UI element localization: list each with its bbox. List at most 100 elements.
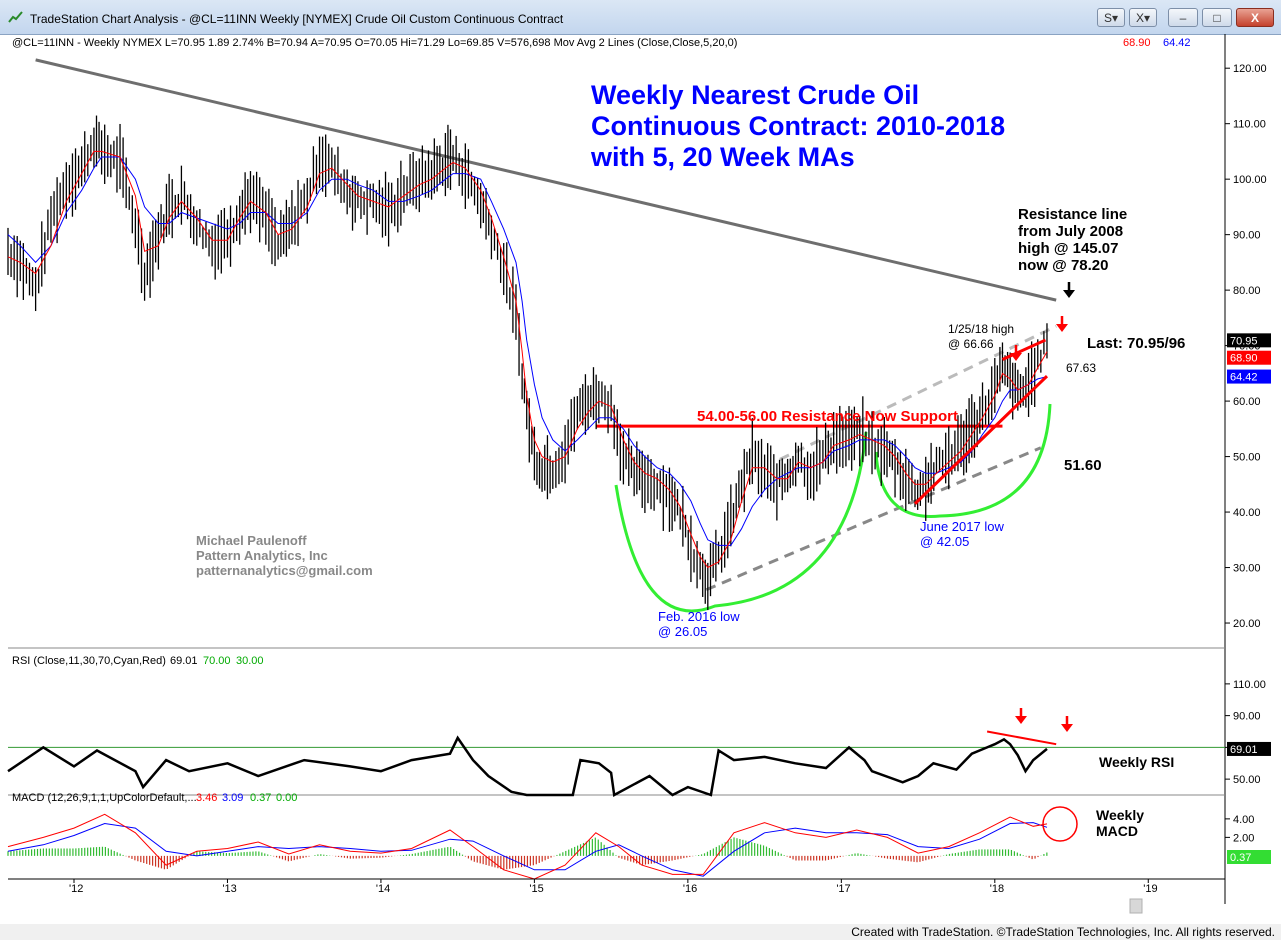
chart-title-line: Weekly Nearest Crude Oil — [591, 80, 919, 110]
price-tick-label: 80.00 — [1233, 285, 1261, 297]
author-label-line: Pattern Analytics, Inc — [196, 548, 328, 563]
macd-tick-label: 2.00 — [1233, 832, 1254, 844]
ma20-tag-text: 64.42 — [1230, 372, 1258, 384]
price-bars — [7, 115, 1048, 611]
upper-trend-line — [1001, 338, 1047, 361]
rsi-panel: RSI (Close,11,30,70,Cyan,Red) 69.01 70.00 3… — [7, 655, 1271, 797]
rsi-value: 69.01 — [170, 655, 198, 667]
jan-high-label: 1/25/18 high @ 66.66 — [948, 322, 1014, 351]
rsi-header: RSI (Close,11,30,70,Cyan,Red) — [12, 655, 166, 667]
macd-highlight-circle — [1042, 806, 1078, 842]
jan-high-label-line: 1/25/18 high — [948, 322, 1014, 336]
s-label: S — [1103, 11, 1112, 25]
rsi-label: Weekly RSI — [1099, 754, 1174, 770]
june-2017-low-label-line: @ 42.05 — [920, 534, 969, 549]
support-label: 54.00-56.00 Resistance Now Support — [697, 408, 958, 425]
resistance-label-line: high @ 145.07 — [1018, 240, 1119, 257]
macd-label-line: Weekly — [1096, 807, 1144, 823]
ma5-header-value: 68.90 — [1123, 37, 1151, 49]
macd-histogram — [7, 837, 1048, 870]
price-panel: @CL=11INN - Weekly NYMEX L=70.95 1.89 2.… — [7, 34, 1271, 904]
macd-tag-bg — [1227, 850, 1271, 864]
x-menu-button[interactable]: X▾ — [1129, 8, 1157, 27]
macd-header-value: 0.37 — [250, 792, 271, 804]
ma5-tag: 68.90 — [1227, 350, 1271, 365]
price-tick-label: 50.00 — [1233, 452, 1261, 464]
author-label: Michael Paulenoff Pattern Analytics, Inc p… — [196, 533, 373, 578]
rsi-divergence-line — [986, 730, 1057, 746]
rsi-tag-bg — [1227, 741, 1271, 756]
time-tick-label: '16 — [683, 883, 697, 895]
ma20-header-value: 64.42 — [1163, 37, 1191, 49]
last-price-tag-text: 70.95 — [1230, 335, 1258, 347]
maximize-button[interactable]: □ — [1202, 8, 1232, 27]
macd-tick-label: 4.00 — [1233, 814, 1254, 826]
level-5160-label: 51.60 — [1064, 457, 1102, 474]
uptrend-line — [913, 375, 1049, 505]
level-6763-label: 67.63 — [1066, 361, 1096, 375]
time-tick-label: '14 — [376, 883, 390, 895]
ma5-tag-bg — [1227, 350, 1271, 365]
feb-2016-base-arc — [614, 431, 868, 613]
macd-header-value: 0.00 — [276, 792, 297, 804]
last-price-tag: 70.95 — [1227, 333, 1271, 348]
time-tick-label: '19 — [1143, 883, 1157, 895]
chart-title-line: Continuous Contract: 2010-2018 — [591, 111, 1005, 141]
minimize-button[interactable]: – — [1168, 8, 1198, 27]
price-tick-label: 100.00 — [1233, 174, 1267, 186]
feb-2016-low-label: Feb. 2016 low @ 26.05 — [658, 609, 740, 639]
time-tick-label: '15 — [529, 883, 543, 895]
rsi-arrow-2-icon — [1061, 716, 1073, 732]
symbol-link-button[interactable]: S▾ — [1097, 8, 1125, 27]
rsi-tick-label: 50.00 — [1233, 774, 1261, 786]
price-header: @CL=11INN - Weekly NYMEX L=70.95 1.89 2.… — [12, 37, 737, 49]
macd-label: Weekly MACD — [1096, 807, 1144, 839]
x-label: X — [1135, 11, 1144, 25]
resistance-label-line: from July 2008 — [1018, 223, 1123, 240]
macd-tag: 0.37 — [1227, 850, 1271, 864]
rsi-overbought: 70.00 — [203, 655, 231, 667]
macd-panel: MACD (12,26,9,1,1,UpColorDefault,... 3.46… — [7, 792, 1271, 880]
tradestation-app-icon — [8, 11, 23, 23]
resistance-arrow-icon — [1063, 282, 1075, 298]
resistance-label-line: now @ 78.20 — [1018, 257, 1109, 274]
time-tick-label: '17 — [836, 883, 850, 895]
last-price-label: Last: 70.95/96 — [1087, 335, 1185, 352]
rsi-oversold: 30.00 — [236, 655, 264, 667]
rsi-tick-label: 90.00 — [1233, 711, 1261, 723]
time-tick-label: '18 — [990, 883, 1004, 895]
ma20-line — [7, 156, 1048, 546]
horizontal-scrollbar-thumb[interactable] — [1129, 898, 1143, 914]
rsi-tag: 69.01 — [1227, 741, 1271, 756]
channel-lower-line — [705, 446, 1042, 592]
close-button[interactable]: X — [1236, 8, 1274, 27]
price-tick-label: 110.00 — [1233, 119, 1266, 131]
price-plot-area — [8, 38, 1225, 648]
author-label-line: Michael Paulenoff — [196, 533, 307, 548]
jan-high-arrow-icon — [1010, 345, 1022, 361]
time-tick-label: '12 — [69, 883, 83, 895]
last-price-tag-bg — [1227, 333, 1271, 348]
feb-2016-low-label-line: Feb. 2016 low — [658, 609, 740, 624]
ma20-tag: 64.42 — [1227, 369, 1271, 384]
macd-header-value: 3.09 — [222, 792, 243, 804]
time-tick-label: '13 — [222, 883, 236, 895]
macd-tag-text: 0.37 — [1230, 852, 1251, 864]
chart-canvas[interactable]: @CL=11INN - Weekly NYMEX L=70.95 1.89 2.… — [0, 34, 1281, 924]
arrow-head — [1056, 324, 1068, 332]
june-2017-base-arc — [874, 403, 1052, 518]
price-tick-label: 30.00 — [1233, 563, 1261, 575]
author-label-line: patternanalytics@gmail.com — [196, 563, 373, 578]
arrow-head — [1061, 724, 1073, 732]
macd-signal-line — [7, 822, 1048, 877]
price-tick-label: 60.00 — [1233, 396, 1261, 408]
footer-bar: Created with TradeStation. ©TradeStation… — [0, 924, 1281, 940]
resistance-label: Resistance line from July 2008 high @ 145.… — [1018, 206, 1127, 274]
june-2017-low-label-line: June 2017 low — [920, 519, 1004, 534]
time-axis: '12 '13 '14 '15 '16 '17 '18 '19 — [8, 878, 1225, 895]
ma20-tag-bg — [1227, 369, 1271, 384]
macd-header-value: 3.46 — [196, 792, 217, 804]
window-titlebar: TradeStation Chart Analysis - @CL=11INN … — [0, 0, 1281, 35]
macd-header: MACD (12,26,9,1,1,UpColorDefault,... — [12, 792, 197, 804]
price-tick-label: 40.00 — [1233, 507, 1261, 519]
